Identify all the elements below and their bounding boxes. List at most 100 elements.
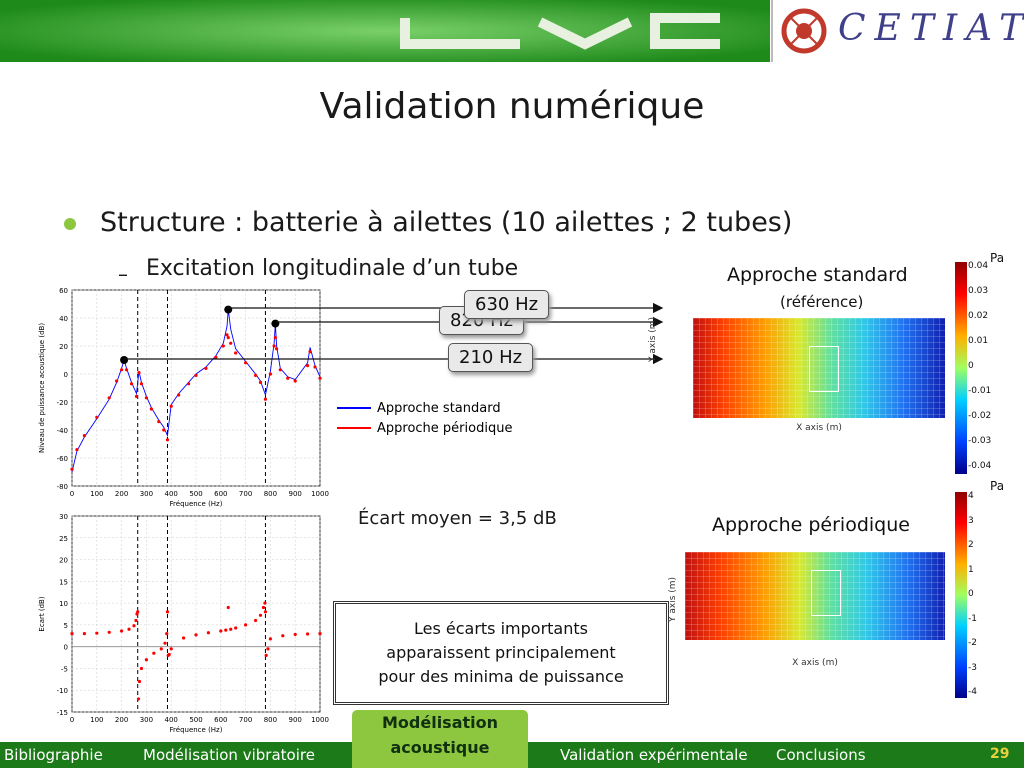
y-tick-label: 15 (59, 578, 68, 586)
y-tick-label: -80 (57, 483, 68, 491)
standard-map-subtitle: (référence) (780, 293, 864, 311)
lvc-logo (0, 0, 770, 62)
series-point-1 (263, 397, 268, 401)
x-tick-label: 100 (90, 490, 103, 498)
series-point-1 (308, 350, 312, 354)
bullet-structure: Structure : batterie à ailettes (10 aile… (100, 207, 793, 238)
series-point-1 (177, 393, 181, 397)
series-point-1 (95, 415, 99, 419)
series-point-0 (264, 653, 268, 657)
series-point-0 (136, 610, 140, 614)
series-point-0 (318, 632, 322, 636)
standard-mesh-grid (693, 318, 945, 418)
periodic-colorbar-tick-label: 3 (968, 515, 974, 526)
frequency-marker (224, 305, 233, 314)
x-tick-label: 400 (165, 716, 178, 724)
y-tick-label: -60 (57, 455, 68, 463)
series-point-0 (137, 679, 142, 684)
y-tick-label: 0 (64, 371, 68, 379)
standard-map-title: Approche standard (727, 264, 908, 286)
y-tick-label: 10 (59, 600, 68, 608)
x-tick-label: 600 (214, 716, 227, 724)
y-tick-label: -20 (57, 399, 68, 407)
periodic-pressure-field (685, 552, 945, 640)
series-point-0 (229, 627, 233, 631)
series-point-1 (226, 336, 230, 340)
periodic-colorbar-tick-label: -4 (968, 687, 977, 697)
periodic-unit: Pa (990, 479, 1005, 493)
series-point-0 (136, 697, 141, 701)
nav-bibliographie[interactable]: Bibliographie (4, 746, 103, 764)
frequency-marker (271, 319, 280, 328)
x-tick-label: 1000 (311, 716, 329, 724)
active-tab-line-2: acoustique (390, 738, 490, 757)
periodic-colorbar-tick-label: 2 (968, 540, 974, 550)
x-tick-label: 700 (239, 716, 252, 724)
active-tab-line-1: Modélisation (381, 713, 499, 732)
bullet-dot-icon (64, 218, 76, 230)
series-point-0 (234, 626, 238, 630)
series-point-0 (82, 632, 86, 636)
lvc-logo-art (0, 0, 770, 62)
x-tick-label: 300 (140, 716, 153, 724)
series-point-0 (169, 647, 173, 651)
series-point-0 (107, 630, 111, 634)
y-axis-label: Niveau de puissance acoustique (dB) (38, 323, 46, 453)
periodic-mesh-grid (685, 552, 945, 640)
x-tick-label: 1000 (311, 490, 329, 498)
legend-swatch-periodic (337, 427, 371, 429)
x-tick-label: 500 (189, 716, 202, 724)
series-point-1 (115, 379, 119, 383)
y-axis-label: Ecart (dB) (38, 596, 46, 631)
series-point-0 (306, 632, 310, 636)
periodic-x-axis-label: X axis (m) (792, 658, 838, 668)
series-point-1 (107, 396, 111, 400)
y-tick-label: -40 (57, 427, 68, 435)
note-line-3: pour des minima de puissance (378, 667, 624, 686)
series-point-1 (313, 365, 317, 369)
nav-conclusions[interactable]: Conclusions (776, 746, 866, 764)
note-line-1: Les écarts importants (413, 619, 588, 638)
x-tick-label: 800 (264, 716, 277, 724)
series-point-1 (129, 382, 134, 386)
note-line-2: apparaissent principalement (386, 643, 616, 662)
series-point-0 (194, 633, 198, 637)
x-tick-label: 400 (165, 490, 178, 498)
mean-gap-text: Écart moyen = 3,5 dB (358, 508, 557, 529)
periodic-tube-outline (811, 570, 841, 616)
series-point-0 (70, 632, 74, 636)
series-point-1 (137, 371, 141, 375)
nav-validation-experimentale[interactable]: Validation expérimentale (560, 746, 748, 764)
y-tick-label: 0 (64, 644, 68, 652)
x-tick-label: 0 (70, 716, 74, 724)
x-tick-label: 200 (115, 716, 128, 724)
y-tick-label: -10 (57, 687, 68, 695)
x-tick-label: 0 (70, 490, 74, 498)
x-tick-label: 300 (140, 490, 153, 498)
series-point-1 (272, 344, 276, 348)
series-point-1 (194, 373, 198, 377)
nav-modelisation-vibratoire[interactable]: Modélisation vibratoire (143, 746, 315, 764)
legend-label-periodic: Approche périodique (377, 420, 513, 436)
x-tick-label: 900 (289, 490, 302, 498)
y-tick-label: 30 (59, 513, 68, 521)
callout-630: 630 Hz (464, 290, 550, 319)
page-number: 29 (990, 746, 1010, 762)
series-point-0 (253, 618, 258, 623)
series-point-0 (120, 629, 124, 633)
periodic-map-title: Approche périodique (712, 514, 910, 536)
series-point-0 (226, 605, 230, 610)
series-point-1 (253, 373, 258, 377)
series-point-0 (281, 634, 285, 638)
series-point-0 (263, 601, 267, 605)
series-point-0 (132, 624, 136, 628)
series-point-1 (75, 448, 79, 452)
periodic-colorbar (955, 492, 967, 698)
x-axis-label: Fréquence (Hz) (170, 500, 223, 508)
standard-colorbar (955, 262, 967, 474)
x-axis-label: Fréquence (Hz) (170, 726, 223, 734)
series-point-1 (165, 438, 170, 442)
series-point-1 (204, 366, 208, 370)
x-tick-label: 100 (90, 716, 103, 724)
nav-modelisation-acoustique[interactable]: Modélisation acoustique (352, 710, 528, 768)
